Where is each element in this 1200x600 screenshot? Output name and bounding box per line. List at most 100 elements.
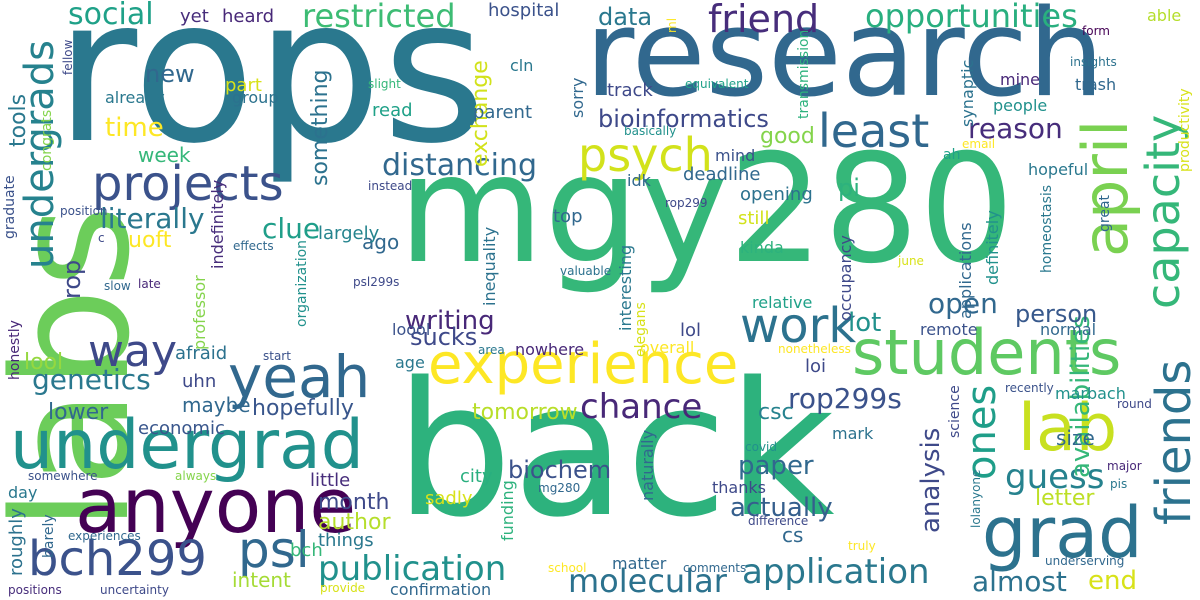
cloud-word-read: read — [372, 100, 413, 121]
cloud-word-form: form — [1082, 24, 1110, 38]
cloud-word-restricted: restricted — [302, 0, 456, 35]
cloud-word-pi: pi — [838, 174, 860, 202]
cloud-word-tools: tools — [6, 93, 31, 147]
cloud-word-opportunities: opportunities — [865, 0, 1078, 35]
cloud-word-afraid: afraid — [175, 343, 228, 364]
cloud-word-comments: comments — [683, 561, 747, 575]
cloud-word-lol: lol — [680, 320, 702, 341]
cloud-word-rop299s: rop299s — [788, 382, 902, 415]
cloud-word-valuable: valuable — [560, 264, 612, 278]
cloud-word-friend: friend — [708, 0, 820, 41]
cloud-word-top: top — [553, 206, 583, 227]
cloud-word-rop299: rop299 — [665, 196, 708, 210]
cloud-word-projects: projects — [92, 156, 284, 212]
cloud-word-occupancy: occupancy — [836, 235, 855, 321]
cloud-word-actually: actually — [730, 493, 833, 523]
cloud-word-data: data — [598, 3, 653, 31]
cloud-word-loool: loool — [392, 320, 431, 339]
cloud-word-genetics: genetics — [32, 363, 151, 396]
cloud-word-homeostasis: homeostasis — [1039, 184, 1055, 273]
cloud-word-trash: trash — [1075, 75, 1117, 94]
cloud-word-roughly: roughly — [6, 508, 27, 576]
cloud-word-molecular: molecular — [568, 562, 727, 600]
cloud-word-sucks: sucks — [410, 323, 478, 351]
cloud-word-equivalent: equivalent — [685, 77, 749, 91]
cloud-word-still: still — [738, 208, 770, 229]
cloud-word-always: always — [175, 469, 217, 483]
cloud-word-ones: ones — [959, 384, 1005, 480]
cloud-word-definitely: definitely — [983, 210, 1002, 285]
cloud-word-psych: psych — [578, 128, 713, 182]
cloud-word-things: things — [318, 530, 374, 551]
cloud-word-ago: ago — [362, 230, 400, 254]
cloud-word-experience: experience — [428, 332, 739, 397]
cloud-word-bch299: bch299 — [28, 531, 207, 587]
cloud-word-bch: bch — [290, 540, 323, 561]
cloud-word-slight: slight — [368, 77, 401, 91]
cloud-word-literally: literally — [100, 202, 205, 235]
cloud-word-mg280: mg280 — [538, 481, 581, 495]
cloud-word-congrats: congrats — [39, 109, 55, 171]
cloud-word-remote: remote — [920, 320, 978, 339]
cloud-word-pis: pis — [1110, 477, 1128, 491]
cloud-word-cs: cs — [782, 523, 804, 547]
cloud-word-distancing: distancing — [382, 148, 538, 183]
cloud-word-mine: mine — [1000, 70, 1041, 89]
cloud-word-mind: mind — [715, 146, 756, 165]
cloud-word-economic: economic — [138, 418, 225, 439]
cloud-word-experiences: experiences — [68, 529, 141, 543]
cloud-word-slow: slow — [104, 279, 131, 293]
cloud-word-nowhere: nowhere — [515, 340, 585, 359]
cloud-word-nonetheless: nonetheless — [778, 342, 851, 356]
cloud-word-letter: letter — [1035, 486, 1095, 511]
cloud-word-school: school — [548, 561, 587, 575]
cloud-word-psl: psl — [238, 521, 310, 579]
cloud-word-lool: lool — [24, 350, 64, 375]
cloud-word-new: new — [145, 60, 195, 88]
cloud-word-inequality: inequality — [480, 226, 499, 306]
cloud-word-hospital: hospital — [488, 0, 560, 21]
cloud-word-intent: intent — [232, 568, 291, 592]
cloud-word-end: end — [1088, 566, 1137, 596]
cloud-word-rops: rops — [55, 0, 487, 188]
cloud-word-uncertainty: uncertainty — [100, 583, 169, 597]
cloud-word-psl299s: psl299s — [353, 275, 400, 289]
cloud-word-synaptic: synaptic — [958, 59, 977, 127]
cloud-word-truly: truly — [848, 539, 876, 553]
cloud-word-track: track — [607, 80, 653, 101]
cloud-word-back: back — [395, 342, 835, 558]
cloud-word-matter: matter — [612, 554, 667, 573]
cloud-word-april: april — [1069, 119, 1142, 257]
cloud-word-week: week — [138, 143, 191, 167]
cloud-word-interesting: interesting — [616, 244, 635, 331]
cloud-word-friends: friends — [1146, 359, 1200, 525]
cloud-word-honestly: honestly — [7, 320, 23, 380]
cloud-word-clue: clue — [262, 212, 321, 245]
cloud-word-normal: normal — [1040, 320, 1097, 339]
cloud-word-size: size — [1056, 426, 1095, 450]
cloud-word-work: work — [740, 298, 857, 354]
cloud-word-uhn: uhn — [182, 371, 217, 392]
cloud-word-csc: csc — [758, 400, 794, 425]
cloud-word-basically: basically — [624, 124, 677, 138]
cloud-word-professor: professor — [190, 275, 209, 350]
cloud-word-mgy280: mgy280 — [398, 123, 1015, 297]
cloud-word-fellow: fellow — [61, 39, 75, 75]
cloud-word-effects: effects — [233, 239, 274, 253]
cloud-word-maybe: maybe — [182, 393, 251, 417]
cloud-word-tomorrow: tomorrow — [472, 400, 578, 425]
cloud-word-recently: recently — [1005, 381, 1054, 395]
cloud-word-person: person — [1015, 300, 1098, 328]
cloud-word-analysis: analysis — [916, 427, 946, 533]
cloud-word-provide: provide — [320, 581, 366, 595]
cloud-word-undergrad: undergrad — [10, 406, 364, 485]
cloud-word-kinda: kinda — [740, 238, 784, 257]
cloud-word-people: people — [993, 96, 1048, 115]
cloud-word-publication: publication — [318, 549, 507, 589]
cloud-word-application: application — [742, 552, 930, 592]
cloud-word-email: email — [962, 137, 996, 151]
cloud-word-research: research — [585, 0, 1105, 124]
cloud-word-lower: lower — [48, 400, 109, 425]
cloud-word-loi: loi — [805, 356, 827, 377]
cloud-word-naturally: naturally — [638, 429, 657, 501]
